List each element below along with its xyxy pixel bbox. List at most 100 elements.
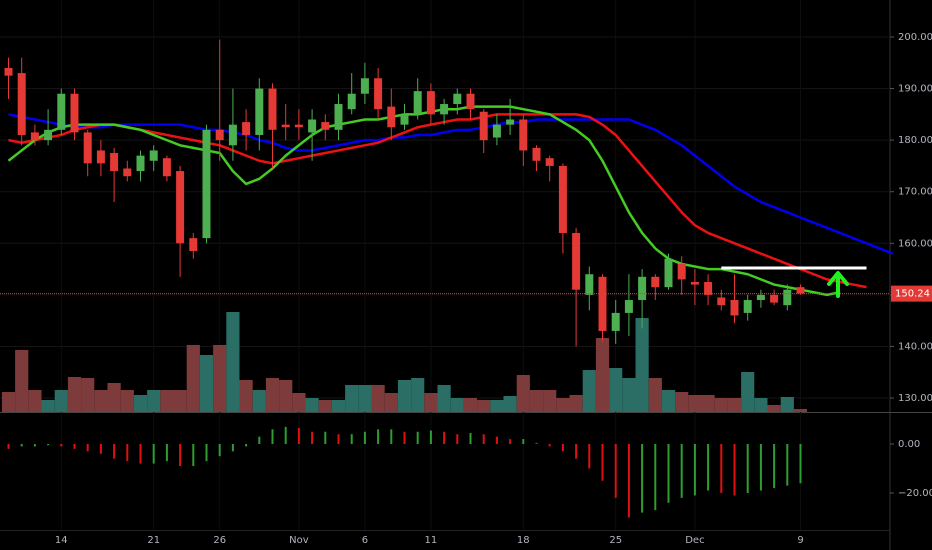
moving-line — [8, 113, 867, 289]
volume-bar — [186, 345, 200, 412]
volume-bar — [503, 396, 517, 412]
candle-body — [202, 129, 211, 239]
volume-bar — [661, 390, 676, 412]
candle-body — [532, 147, 541, 161]
candle-body — [110, 153, 119, 172]
volume-bar — [780, 397, 794, 412]
volume-bar — [94, 390, 108, 412]
candle-body — [624, 300, 633, 313]
candle-body — [440, 104, 449, 115]
candle-body — [651, 276, 660, 288]
volume-bar — [331, 400, 346, 412]
x-tick-label: Nov — [289, 535, 309, 546]
volume-bar — [67, 377, 82, 412]
volume-bar — [371, 385, 385, 412]
volume-bar — [477, 400, 491, 412]
volume-bar — [318, 400, 332, 412]
volume-bar — [516, 375, 530, 412]
candle-body — [756, 294, 765, 301]
x-tick-label: 21 — [147, 535, 160, 546]
volume-bar — [252, 390, 266, 412]
volume-bar — [635, 318, 649, 412]
volume-bar — [265, 378, 280, 412]
volume-bar — [305, 398, 319, 412]
volume-bar — [543, 390, 557, 412]
y-tick-label: 140.00 — [898, 341, 932, 352]
candle-body — [374, 78, 383, 110]
candle-body — [743, 300, 752, 313]
volume-bar — [120, 390, 134, 412]
y-tick-label: −20.00 — [898, 488, 932, 499]
volume-bar — [384, 393, 398, 412]
volume-bar — [529, 390, 544, 412]
volume-bar — [54, 390, 68, 412]
candle-body — [796, 287, 805, 294]
candle-body — [466, 93, 475, 110]
volume-bar — [648, 378, 662, 412]
x-tick-label: 9 — [797, 535, 803, 546]
arrow-icon — [827, 271, 849, 298]
candle-body — [717, 297, 726, 306]
candle-body — [228, 124, 237, 146]
candle-body — [545, 158, 554, 166]
candle-body — [70, 93, 79, 133]
y-tick-label: 130.00 — [898, 393, 932, 404]
y-tick-label: 0.00 — [898, 439, 920, 450]
x-tick-label: 14 — [55, 535, 68, 546]
candle-body — [479, 111, 488, 141]
candle-body — [321, 122, 330, 130]
volume-bar — [81, 378, 95, 412]
y-tick-label: 160.00 — [898, 238, 932, 249]
volume-bar — [226, 312, 240, 412]
candle-body — [255, 88, 264, 135]
moving-line — [8, 113, 894, 255]
candle-body — [677, 263, 686, 280]
candle-body — [730, 300, 739, 316]
x-tick-label: 18 — [517, 535, 530, 546]
x-tick-label: 11 — [425, 535, 438, 546]
volume-bar — [490, 400, 504, 412]
volume-bar — [688, 395, 702, 412]
candle-body — [558, 165, 567, 233]
volume-bar — [701, 395, 715, 412]
candle-body — [162, 158, 171, 177]
candle-body — [17, 73, 26, 135]
candle-body — [57, 93, 66, 130]
volume-bar — [160, 390, 174, 412]
candle-body — [400, 114, 409, 125]
last-price-label: 150.24 — [895, 289, 930, 300]
volume-bar — [767, 405, 781, 412]
y-tick-label: 170.00 — [898, 187, 932, 198]
candle-body — [30, 132, 39, 141]
volume-bar — [556, 398, 570, 412]
y-tick-label: 200.00 — [898, 32, 932, 43]
candle-body — [123, 168, 132, 177]
candle-body — [413, 91, 422, 115]
candle-body — [664, 258, 673, 288]
candle-body — [96, 150, 105, 164]
y-tick-label: 180.00 — [898, 135, 932, 146]
volume-bar — [345, 385, 359, 412]
candle-body — [598, 276, 607, 331]
volume-bar — [424, 393, 438, 412]
candle-body — [611, 312, 620, 331]
x-tick-label: 25 — [609, 535, 622, 546]
x-tick-label: 26 — [213, 535, 226, 546]
candle-body — [783, 289, 792, 306]
candle-body — [506, 119, 515, 125]
volume-bar — [15, 350, 29, 412]
candle-body — [360, 78, 369, 94]
candle-body — [770, 294, 779, 303]
candle-body — [704, 281, 713, 295]
volume-bar — [622, 378, 636, 412]
candle-body — [281, 124, 290, 128]
volume-bar — [199, 355, 214, 412]
candle-body — [387, 106, 396, 128]
candle-body — [492, 124, 501, 138]
volume-bar — [41, 400, 55, 412]
candle-body — [176, 171, 185, 244]
y-tick-label: 190.00 — [898, 84, 932, 95]
